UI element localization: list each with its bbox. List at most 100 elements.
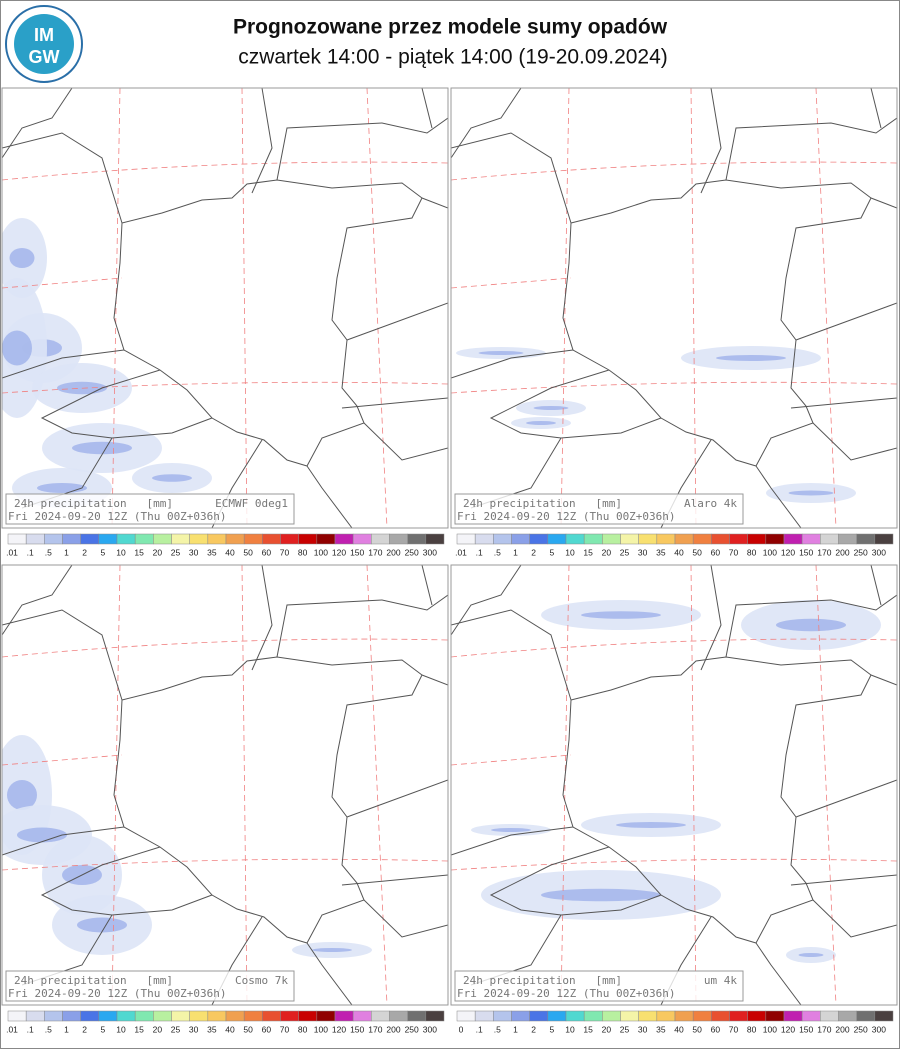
colorbar-label: 25 [620, 547, 630, 557]
colorbar-swatch [474, 1010, 494, 1022]
colorbar-label: 30 [189, 1024, 199, 1034]
colorbar-label: 15 [583, 547, 593, 557]
colorbar-label: 35 [207, 547, 217, 557]
info-run: Fri 2024-09-20 12Z (Thu 00Z+036h) [457, 987, 676, 1000]
colorbar-label: 50 [243, 1024, 253, 1034]
colorbar-swatch [583, 533, 603, 545]
graticule [2, 161, 448, 181]
colorbar-swatch [729, 1010, 748, 1022]
colorbar-swatch [280, 1010, 299, 1022]
colorbar-swatch [529, 1010, 549, 1022]
colorbar-swatch [856, 1010, 876, 1022]
colorbar-label: 250 [405, 1024, 419, 1034]
graticule [690, 88, 697, 528]
country-border [725, 594, 897, 658]
info-label: 24h precipitation [mm] [14, 497, 173, 510]
colorbar-swatch [801, 1010, 821, 1022]
colorbar-label: 40 [674, 1024, 684, 1034]
country-border [489, 846, 662, 916]
panel-border [450, 87, 898, 529]
precip-core [541, 888, 661, 902]
colorbar-label: 30 [638, 1024, 648, 1034]
colorbar-swatch [243, 1010, 263, 1022]
colorbar-label: 40 [225, 1024, 235, 1034]
colorbar-label: 35 [656, 1024, 666, 1034]
precip-core [616, 822, 686, 828]
colorbar-label: 1 [64, 1024, 69, 1034]
colorbar-swatch [547, 1010, 567, 1022]
colorbar-swatch [298, 1010, 318, 1022]
colorbar-label: 50 [692, 547, 702, 557]
colorbar-swatch [407, 533, 427, 545]
country-border [812, 899, 897, 938]
country-border [421, 197, 448, 209]
map-panel: 24h precipitation [mm] um 4k Fri 2024-09-2… [451, 565, 897, 1005]
colorbar-label: 10 [565, 1024, 575, 1034]
graticule [451, 161, 897, 181]
info-run: Fri 2024-09-20 12Z (Thu 00Z+036h) [8, 987, 227, 1000]
colorbar-label: 10 [116, 547, 126, 557]
panel-border [1, 564, 449, 1006]
country-border [870, 197, 897, 209]
graticule [451, 638, 897, 658]
colorbar-label: 15 [134, 1024, 144, 1034]
colorbar-swatch [80, 1010, 100, 1022]
colorbar-swatch [674, 533, 694, 545]
colorbar-label: 70 [729, 1024, 739, 1034]
colorbar-swatch [838, 1010, 857, 1022]
colorbar-label: .1 [27, 547, 34, 557]
colorbar-label: 120 [781, 1024, 795, 1034]
colorbar-label: 250 [854, 1024, 868, 1034]
panel-border [1, 87, 449, 529]
colorbar-swatch [316, 1010, 336, 1022]
colorbar-swatch [838, 533, 857, 545]
colorbar-swatch [44, 533, 63, 545]
country-border [755, 465, 802, 528]
colorbar-swatch [243, 533, 263, 545]
info-run: Fri 2024-09-20 12Z (Thu 00Z+036h) [457, 510, 676, 523]
colorbar-swatch [656, 533, 676, 545]
colorbar-swatch [207, 1010, 227, 1022]
precip-core [312, 948, 352, 952]
precip-core [9, 248, 35, 268]
colorbar-label: 35 [656, 547, 666, 557]
colorbar-swatch [602, 533, 621, 545]
precip-core [72, 441, 132, 455]
country-border [2, 132, 123, 224]
colorbar-label: 5 [549, 547, 554, 557]
colorbar-label: 200 [835, 547, 849, 557]
colorbar-swatch [583, 1010, 603, 1022]
colorbar-label: 80 [747, 547, 757, 557]
colorbar-label: 60 [262, 1024, 272, 1034]
colorbar-label: 0 [459, 1024, 464, 1034]
colorbar-label: 50 [692, 1024, 702, 1034]
info-run: Fri 2024-09-20 12Z (Thu 00Z+036h) [8, 510, 227, 523]
colorbar-label: 40 [225, 547, 235, 557]
precip-core [788, 490, 834, 496]
country-border [363, 899, 448, 938]
info-model: Alaro 4k [684, 497, 737, 510]
precip-core [716, 355, 786, 361]
colorbar-label: .5 [45, 547, 52, 557]
colorbar-swatch [474, 533, 494, 545]
colorbar-swatch [352, 533, 372, 545]
colorbar-label: .5 [45, 1024, 52, 1034]
colorbar-swatch [874, 1010, 894, 1022]
colorbar-swatch [225, 1010, 245, 1022]
colorbar-swatch [638, 533, 658, 545]
graticule [2, 277, 123, 289]
colorbar-swatch [747, 533, 767, 545]
colorbar-label: .1 [476, 547, 483, 557]
colorbar-swatch [316, 533, 336, 545]
colorbar-label: .01 [6, 1024, 18, 1034]
colorbar-swatch [352, 1010, 372, 1022]
colorbar-label: 120 [332, 547, 346, 557]
graticule [366, 88, 388, 528]
graticule [451, 754, 572, 766]
colorbar-label: .1 [476, 1024, 483, 1034]
colorbar-swatch [7, 1010, 27, 1022]
country-border [113, 656, 423, 944]
country-border [363, 422, 448, 461]
colorbar-label: 20 [602, 547, 612, 557]
